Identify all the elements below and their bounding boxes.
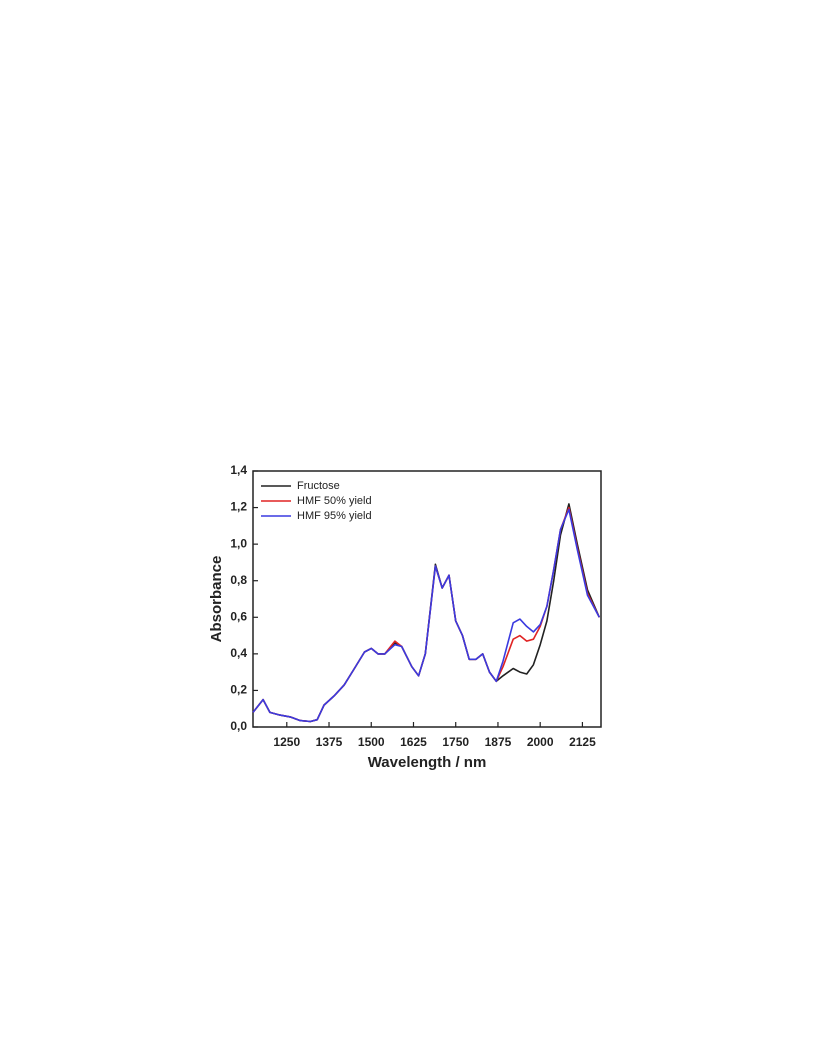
y-tick-label: 0,8 xyxy=(230,573,247,587)
x-tick-label: 1250 xyxy=(273,735,300,749)
legend-label: HMF 95% yield xyxy=(297,510,372,522)
x-tick-label: 1875 xyxy=(485,735,512,749)
y-axis-title: Absorbance xyxy=(208,556,225,643)
y-tick-label: 1,0 xyxy=(230,536,247,550)
x-tick-label: 1750 xyxy=(442,735,469,749)
series-line xyxy=(252,503,601,723)
y-tick-label: 0,2 xyxy=(230,683,247,697)
x-tick-label: 2000 xyxy=(527,735,554,749)
x-tick-label: 1500 xyxy=(358,735,385,749)
x-tick-label: 1375 xyxy=(316,735,343,749)
x-axis-title: Wavelength / nm xyxy=(368,754,487,771)
y-tick-label: 0,4 xyxy=(230,646,247,660)
series-line xyxy=(252,508,601,723)
x-tick-label: 2125 xyxy=(569,735,596,749)
plot-frame xyxy=(252,470,602,728)
legend-label: HMF 50% yield xyxy=(297,495,372,507)
legend-label: Fructose xyxy=(297,480,340,492)
y-tick-label: 1,4 xyxy=(230,463,247,477)
y-tick-label: 0,6 xyxy=(230,609,247,623)
x-tick-label: 1625 xyxy=(400,735,427,749)
y-tick-label: 0,0 xyxy=(230,719,247,733)
y-tick-label: 1,2 xyxy=(230,500,247,514)
